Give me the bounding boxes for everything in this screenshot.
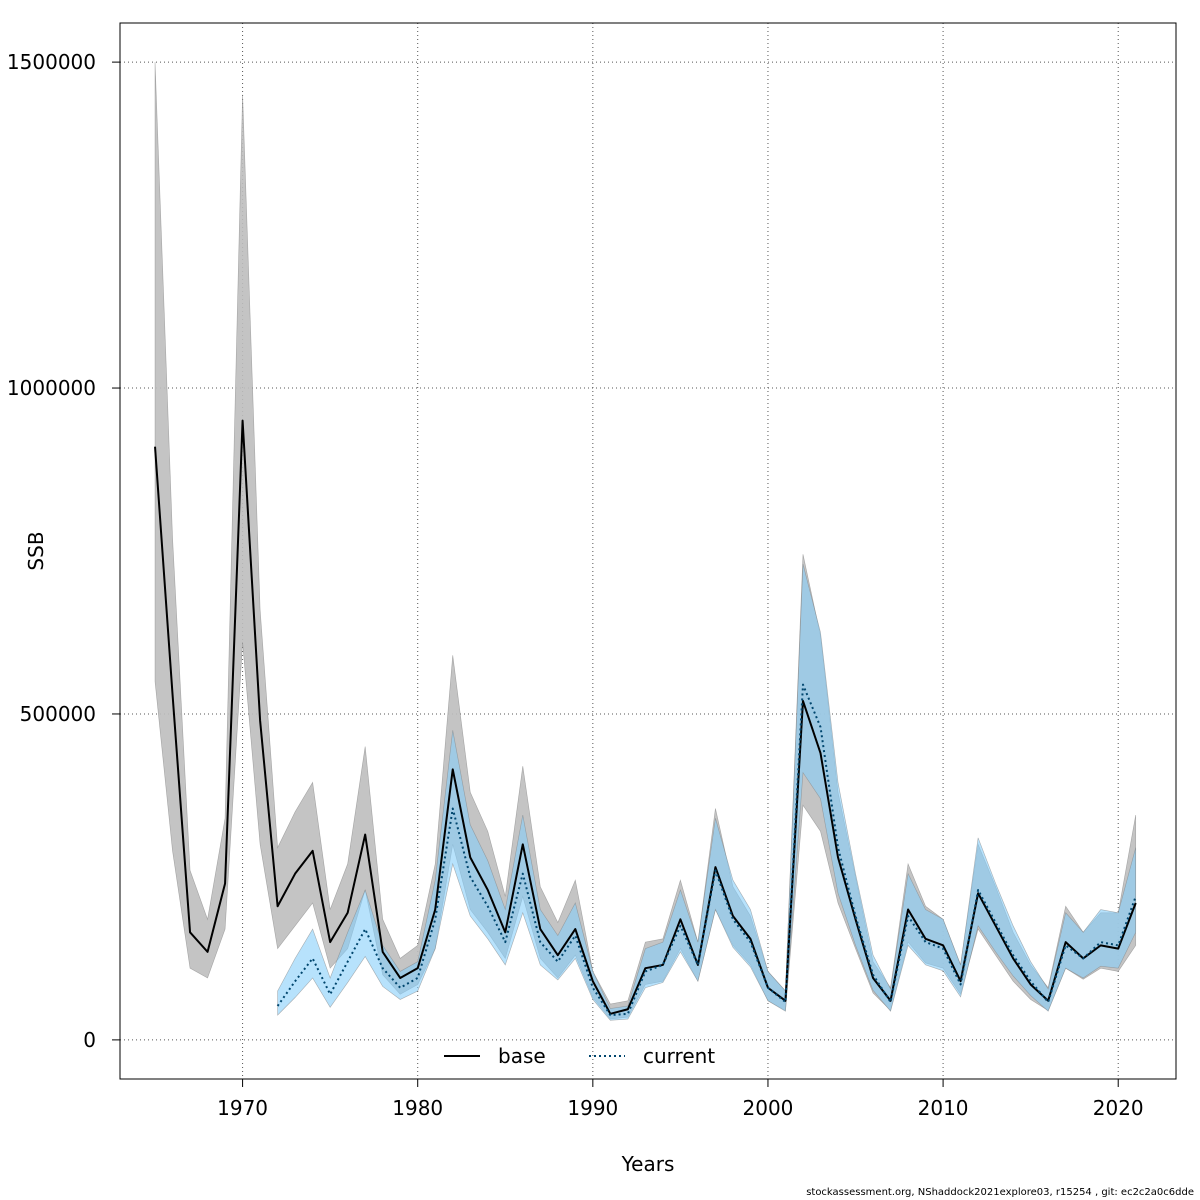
- x-tick-label: 1990: [567, 1096, 618, 1120]
- x-tick-label: 2010: [918, 1096, 969, 1120]
- legend-base-label: base: [498, 1044, 546, 1068]
- axes: 1970 1980 1990 2000 2010 2020 0 500000 1000000 15…: [7, 50, 1144, 1120]
- legend: base current: [444, 1044, 715, 1068]
- base-line: [154, 419, 1137, 1015]
- x-tick-label: 2020: [1093, 1096, 1144, 1120]
- grid: [120, 23, 1176, 1079]
- footer-attribution: stockassessment.org, NShaddock2021explor…: [806, 1187, 1194, 1198]
- series-lines: [154, 419, 1137, 1017]
- current-confidence-band: [277, 563, 1137, 1021]
- y-tick-label: 0: [83, 1028, 96, 1052]
- x-tick-label: 2000: [743, 1096, 794, 1120]
- plot-frame: [119, 22, 1177, 1080]
- y-tick-label: 1500000: [7, 50, 96, 74]
- x-axis-title: Years: [621, 1152, 675, 1176]
- legend-current-label: current: [643, 1044, 715, 1068]
- y-tick-label: 500000: [20, 702, 96, 726]
- y-tick-label: 1000000: [7, 376, 96, 400]
- x-tick-label: 1980: [392, 1096, 443, 1120]
- y-axis-title: SSB: [24, 531, 48, 570]
- x-tick-label: 1970: [217, 1096, 268, 1120]
- confidence-bands: [154, 62, 1137, 1021]
